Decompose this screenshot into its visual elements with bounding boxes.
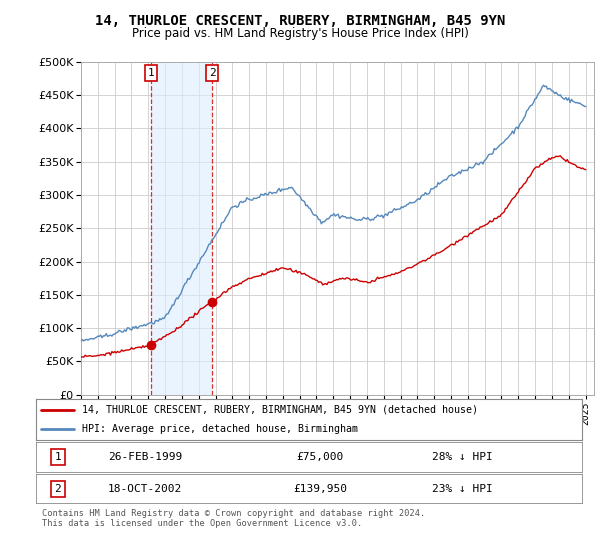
Text: 28% ↓ HPI: 28% ↓ HPI	[431, 452, 492, 462]
Text: 2: 2	[55, 484, 61, 494]
Text: 14, THURLOE CRESCENT, RUBERY, BIRMINGHAM, B45 9YN: 14, THURLOE CRESCENT, RUBERY, BIRMINGHAM…	[95, 14, 505, 28]
Text: HPI: Average price, detached house, Birmingham: HPI: Average price, detached house, Birm…	[82, 424, 358, 434]
Text: 26-FEB-1999: 26-FEB-1999	[108, 452, 182, 462]
Bar	[151, 62, 212, 395]
Text: 2: 2	[209, 68, 215, 78]
Text: 23% ↓ HPI: 23% ↓ HPI	[431, 484, 492, 494]
Text: £139,950: £139,950	[293, 484, 347, 494]
Text: 1: 1	[148, 68, 154, 78]
Text: 14, THURLOE CRESCENT, RUBERY, BIRMINGHAM, B45 9YN (detached house): 14, THURLOE CRESCENT, RUBERY, BIRMINGHAM…	[82, 405, 478, 415]
Text: £75,000: £75,000	[296, 452, 344, 462]
Text: 18-OCT-2002: 18-OCT-2002	[108, 484, 182, 494]
Text: Contains HM Land Registry data © Crown copyright and database right 2024.
This d: Contains HM Land Registry data © Crown c…	[42, 509, 425, 529]
Text: Price paid vs. HM Land Registry's House Price Index (HPI): Price paid vs. HM Land Registry's House …	[131, 27, 469, 40]
Text: 1: 1	[55, 452, 61, 462]
